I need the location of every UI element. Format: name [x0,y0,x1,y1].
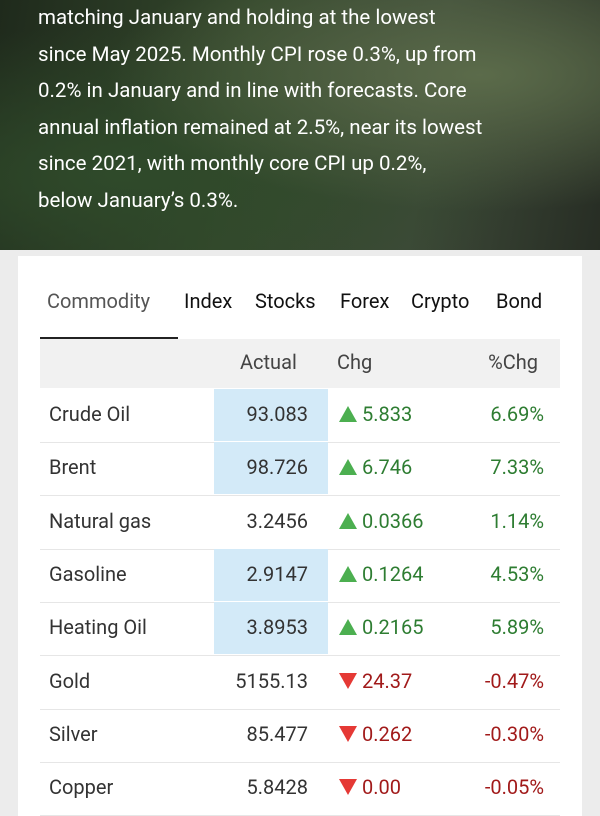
trend-icon [338,725,358,747]
article-line: below January’s 0.3%. [38,188,239,213]
down-triangle [339,779,357,796]
article-line: annual inflation remained at 2.5%, near … [38,115,483,140]
tab[interactable]: Commodity [47,289,151,313]
tab[interactable]: Bond [496,289,543,313]
change-value: 24.37 [362,668,413,693]
table-header [40,339,560,388]
tab[interactable]: Crypto [411,289,470,313]
actual-highlight [214,602,328,655]
percent-change: -0.30% [484,721,544,746]
change-value: 6.746 [362,455,413,480]
actual-highlight [214,442,328,495]
percent-change: -0.47% [484,668,544,693]
actual-value: 2.9147 [246,561,308,586]
percent-change: 7.33% [490,455,544,480]
actual-value: 3.2456 [246,508,308,533]
percent-change: 4.53% [490,561,544,586]
percent-change: 1.14% [490,508,544,533]
up-triangle [339,512,357,529]
commodity-name: Silver [49,721,98,746]
article-line: matching January and holding at the lowe… [38,6,436,30]
header-pct: %Chg [488,350,538,374]
tab[interactable]: Stocks [255,289,316,313]
commodity-name: Gasoline [49,561,127,586]
up-triangle [339,459,357,476]
commodity-name: Copper [49,775,114,800]
active-tab-underline [40,337,178,339]
trend-icon [338,778,358,800]
change-value: 0.2165 [362,615,424,640]
article-line: since 2021, with monthly core CPI up 0.2… [38,152,427,176]
row[interactable] [40,602,560,657]
change-value: 5.833 [362,402,413,426]
header-actual: Actual [240,350,297,374]
actual-highlight [214,548,328,601]
actual-value: 3.8953 [246,615,308,640]
percent-change: 6.69% [490,402,544,426]
commodity-name: Heating Oil [49,615,147,640]
trend-icon [338,618,358,640]
header-chg: Chg [337,350,373,374]
actual-value: 5.8428 [246,775,308,800]
up-triangle [339,619,357,636]
actual-value: 93.083 [246,402,308,426]
row[interactable] [40,709,560,763]
change-value: 0.1264 [362,561,424,586]
article-line: 0.2% in January and in line with forecas… [38,79,467,103]
commodity-name: Gold [49,668,91,693]
commodity-name: Brent [49,455,97,480]
up-triangle [339,406,357,422]
actual-value: 85.477 [246,721,308,746]
article-line: since May 2025. Monthly CPI rose 0.3%, u… [38,42,477,67]
trend-icon [338,512,358,534]
change-value: 0.0366 [362,508,424,533]
down-triangle [339,725,357,742]
change-value: 0.00 [362,775,401,800]
trend-icon [338,458,358,480]
up-triangle [339,565,357,582]
commodity-name: Natural gas [49,508,152,533]
actual-value: 98.726 [246,455,308,480]
row[interactable] [40,442,560,497]
trend-icon [338,565,358,587]
article-hero: matching January and holding at the lowe… [0,0,600,250]
percent-change: -0.05% [484,775,544,800]
down-triangle [339,672,357,689]
trend-icon [338,405,358,427]
row[interactable] [40,656,560,710]
tab[interactable]: Forex [340,289,390,313]
actual-value: 5155.13 [235,668,308,693]
actual-highlight [214,389,328,441]
percent-change: 5.89% [490,615,544,640]
change-value: 0.262 [362,721,413,746]
trend-icon [338,672,358,694]
tab[interactable]: Index [184,289,233,313]
commodity-name: Crude Oil [49,402,131,426]
